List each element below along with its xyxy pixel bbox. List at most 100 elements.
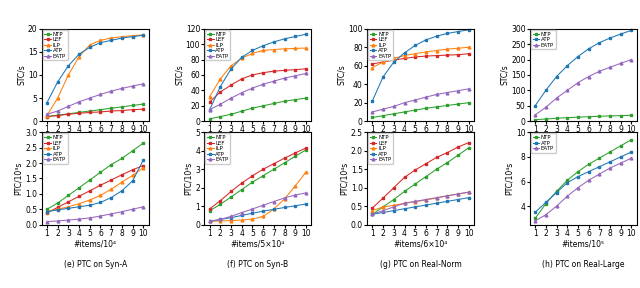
NTP	[259, 104, 267, 107]
LEF	[465, 52, 472, 56]
LEF	[291, 68, 299, 71]
EATP	[43, 113, 51, 116]
X-axis label: #items/5×10⁴: #items/5×10⁴	[230, 137, 285, 145]
NTP	[249, 106, 257, 110]
NTP	[227, 113, 235, 116]
ATP	[433, 35, 440, 38]
NTP	[628, 138, 636, 141]
EATP	[531, 219, 539, 223]
ILP	[281, 47, 289, 50]
Line: EATP: EATP	[371, 88, 470, 113]
EATP	[531, 113, 539, 117]
NTP	[86, 109, 93, 113]
EATP	[302, 72, 310, 75]
LEF	[259, 71, 267, 74]
NTP	[444, 161, 451, 164]
ATP	[249, 211, 257, 215]
LEF	[249, 174, 257, 177]
ATP	[606, 160, 614, 164]
NTP	[595, 156, 603, 160]
NTP	[585, 115, 593, 118]
Line: EATP: EATP	[534, 58, 633, 116]
ATP	[86, 204, 93, 207]
ILP	[302, 46, 310, 50]
NTP	[465, 146, 472, 149]
LEF	[390, 186, 397, 190]
ATP	[54, 208, 61, 212]
NTP	[617, 114, 625, 118]
ILP	[227, 64, 235, 67]
EATP	[227, 215, 235, 218]
LEF	[97, 183, 104, 187]
ATP	[595, 41, 603, 44]
Line: LEF: LEF	[45, 164, 145, 214]
EATP	[433, 196, 440, 199]
ATP	[129, 179, 136, 183]
ATP	[628, 29, 636, 32]
EATP	[390, 105, 397, 108]
EATP	[86, 216, 93, 219]
ILP	[433, 49, 440, 52]
NTP	[606, 150, 614, 154]
LEF	[390, 58, 397, 62]
NTP	[206, 117, 214, 121]
EATP	[606, 166, 614, 170]
LEF	[454, 53, 462, 56]
LEF	[369, 206, 376, 210]
ILP	[227, 219, 235, 222]
EATP	[97, 214, 104, 218]
EATP	[206, 219, 214, 223]
LEF	[76, 111, 83, 115]
LEF	[43, 211, 51, 215]
LEF	[270, 69, 278, 73]
NTP	[43, 208, 51, 211]
Y-axis label: PTC/10³s: PTC/10³s	[14, 162, 23, 195]
NTP	[574, 115, 582, 119]
Line: LEF: LEF	[45, 108, 145, 118]
NTP	[76, 111, 83, 114]
Legend: NTP, LEF, ILP, ATP, EATP: NTP, LEF, ILP, ATP, EATP	[205, 30, 230, 60]
LEF	[227, 190, 235, 193]
EATP	[542, 106, 550, 109]
NTP	[563, 179, 571, 182]
EATP	[574, 81, 582, 84]
LEF	[433, 156, 440, 159]
LEF	[249, 73, 257, 77]
EATP	[270, 79, 278, 83]
NTP	[108, 163, 115, 166]
EATP	[585, 75, 593, 78]
EATP	[444, 91, 451, 94]
ATP	[390, 209, 397, 212]
EATP	[401, 202, 408, 205]
NTP	[76, 186, 83, 190]
NTP	[238, 109, 246, 113]
ILP	[97, 194, 104, 197]
EATP	[422, 95, 429, 99]
LEF	[412, 168, 419, 172]
ATP	[118, 189, 125, 192]
EATP	[595, 173, 603, 176]
Line: NTP: NTP	[45, 103, 145, 118]
ATP	[270, 40, 278, 43]
LEF	[54, 206, 61, 209]
EATP	[270, 200, 278, 203]
EATP	[291, 193, 299, 197]
Line: EATP: EATP	[208, 192, 307, 223]
Line: ATP: ATP	[371, 28, 470, 102]
EATP	[291, 74, 299, 77]
ATP	[465, 196, 472, 199]
ILP	[97, 39, 104, 42]
ILP	[108, 187, 115, 191]
ATP	[574, 175, 582, 178]
NTP	[281, 161, 289, 164]
Text: (d) STC on Real-Large: (d) STC on Real-Large	[542, 156, 625, 165]
Text: (f) PTC on Syn-B: (f) PTC on Syn-B	[227, 260, 289, 269]
X-axis label: #items/5×10⁴: #items/5×10⁴	[230, 240, 285, 249]
EATP	[302, 191, 310, 195]
EATP	[617, 62, 625, 65]
ATP	[585, 47, 593, 50]
ILP	[270, 48, 278, 51]
EATP	[433, 93, 440, 96]
Text: (c) STC on Real-Norm: (c) STC on Real-Norm	[380, 156, 461, 165]
ATP	[281, 37, 289, 41]
